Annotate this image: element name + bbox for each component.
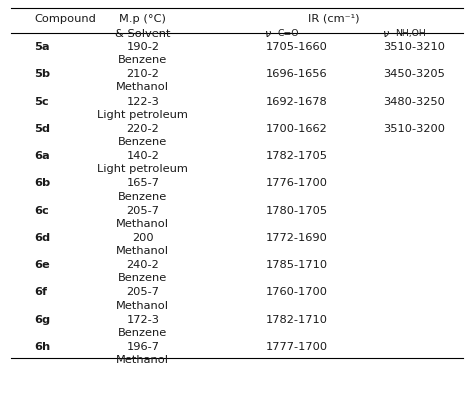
Text: Light petroleum: Light petroleum xyxy=(97,164,188,174)
Text: 1785-1710: 1785-1710 xyxy=(265,260,328,270)
Text: 190-2: 190-2 xyxy=(126,42,159,52)
Text: 6g: 6g xyxy=(35,315,51,325)
Text: 200: 200 xyxy=(132,233,154,243)
Text: C=O: C=O xyxy=(277,29,299,38)
Text: 196-7: 196-7 xyxy=(126,342,159,352)
Text: 6d: 6d xyxy=(35,233,51,243)
Text: Methanol: Methanol xyxy=(116,355,169,365)
Text: 205-7: 205-7 xyxy=(126,206,159,216)
Text: 1777-1700: 1777-1700 xyxy=(265,342,328,352)
Text: 5a: 5a xyxy=(35,42,50,52)
Text: 210-2: 210-2 xyxy=(126,69,159,79)
Text: 6c: 6c xyxy=(35,206,49,216)
Text: 6h: 6h xyxy=(35,342,51,352)
Text: 1780-1705: 1780-1705 xyxy=(265,206,328,216)
Text: Methanol: Methanol xyxy=(116,301,169,311)
Text: Methanol: Methanol xyxy=(116,219,169,229)
Text: 165-7: 165-7 xyxy=(126,178,159,188)
Text: 1782-1710: 1782-1710 xyxy=(265,315,327,325)
Text: 1782-1705: 1782-1705 xyxy=(265,151,327,161)
Text: M.p (°C): M.p (°C) xyxy=(119,14,166,24)
Text: 1705-1660: 1705-1660 xyxy=(265,42,327,52)
Text: 3510-3200: 3510-3200 xyxy=(383,124,445,134)
Text: 6e: 6e xyxy=(35,260,50,270)
Text: ν: ν xyxy=(383,29,390,39)
Text: 205-7: 205-7 xyxy=(126,287,159,297)
Text: 5c: 5c xyxy=(35,97,49,107)
Text: Benzene: Benzene xyxy=(118,328,167,338)
Text: NH,OH: NH,OH xyxy=(395,29,426,38)
Text: 5b: 5b xyxy=(35,69,51,79)
Text: 1772-1690: 1772-1690 xyxy=(265,233,327,243)
Text: 1760-1700: 1760-1700 xyxy=(265,287,327,297)
Text: 1692-1678: 1692-1678 xyxy=(265,97,327,107)
Text: IR (cm⁻¹): IR (cm⁻¹) xyxy=(308,14,359,24)
Text: Light petroleum: Light petroleum xyxy=(97,110,188,120)
Text: Benzene: Benzene xyxy=(118,55,167,65)
Text: 122-3: 122-3 xyxy=(126,97,159,107)
Text: Methanol: Methanol xyxy=(116,246,169,256)
Text: ν: ν xyxy=(265,29,272,39)
Text: 6a: 6a xyxy=(35,151,50,161)
Text: 6f: 6f xyxy=(35,287,47,297)
Text: 5d: 5d xyxy=(35,124,50,134)
Text: Benzene: Benzene xyxy=(118,273,167,283)
Text: 3480-3250: 3480-3250 xyxy=(383,97,445,107)
Text: 220-2: 220-2 xyxy=(127,124,159,134)
Text: 1700-1662: 1700-1662 xyxy=(265,124,327,134)
Text: & Solvent: & Solvent xyxy=(115,29,171,39)
Text: 3450-3205: 3450-3205 xyxy=(383,69,445,79)
Text: Benzene: Benzene xyxy=(118,192,167,202)
Text: 6b: 6b xyxy=(35,178,51,188)
Text: Methanol: Methanol xyxy=(116,83,169,93)
Text: 1696-1656: 1696-1656 xyxy=(265,69,327,79)
Text: Benzene: Benzene xyxy=(118,137,167,147)
Text: 3510-3210: 3510-3210 xyxy=(383,42,445,52)
Text: Compound: Compound xyxy=(35,14,96,24)
Text: 140-2: 140-2 xyxy=(126,151,159,161)
Text: 172-3: 172-3 xyxy=(126,315,159,325)
Text: 1776-1700: 1776-1700 xyxy=(265,178,327,188)
Text: 240-2: 240-2 xyxy=(127,260,159,270)
